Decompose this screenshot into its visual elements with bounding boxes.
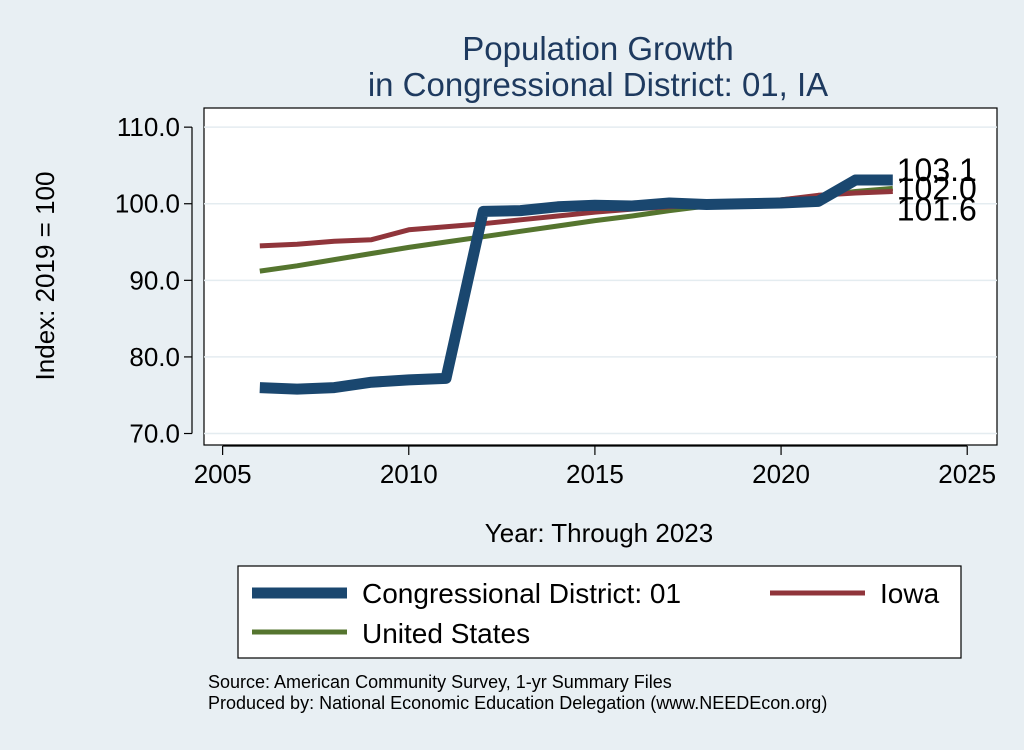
x-tick-label: 2020 [752,459,810,489]
x-tick-label: 2010 [380,459,438,489]
y-axis-title: Index: 2019 = 100 [30,172,60,381]
legend-label-district: Congressional District: 01 [362,578,681,609]
x-tick-label: 2025 [938,459,996,489]
x-tick-label: 2015 [566,459,624,489]
axes: 70.0 80.0 90.0 100.0 110.0 2005 2010 2015 2020 20… [115,112,996,489]
gridlines [204,126,997,435]
legend: Congressional District: 01 Iowa United S… [237,565,962,659]
end-label-district: 103.1 [897,152,977,188]
y-tick-label: 100.0 [115,189,180,219]
legend-box [237,565,962,659]
end-label-iowa: 101.6 [897,191,977,227]
legend-label-us: United States [362,618,530,649]
producer-note: Produced by: National Economic Education… [208,693,827,713]
y-tick-label: 90.0 [129,265,180,295]
x-tick-label: 2005 [194,459,252,489]
chart-title-line-1: Population Growth [462,30,734,67]
y-tick-label: 70.0 [129,419,180,449]
legend-label-iowa: Iowa [880,578,940,609]
y-tick-label: 110.0 [117,112,180,142]
y-tick-label: 80.0 [129,342,180,372]
series-lines [259,174,894,395]
plot-area [203,107,998,446]
source-note: Source: American Community Survey, 1-yr … [208,672,672,692]
chart-title-line-2: in Congressional District: 01, IA [368,66,828,103]
series-line-district [259,174,893,395]
x-axis-title: Year: Through 2023 [485,518,713,548]
end-label-united-states: 102.0 [897,170,977,206]
